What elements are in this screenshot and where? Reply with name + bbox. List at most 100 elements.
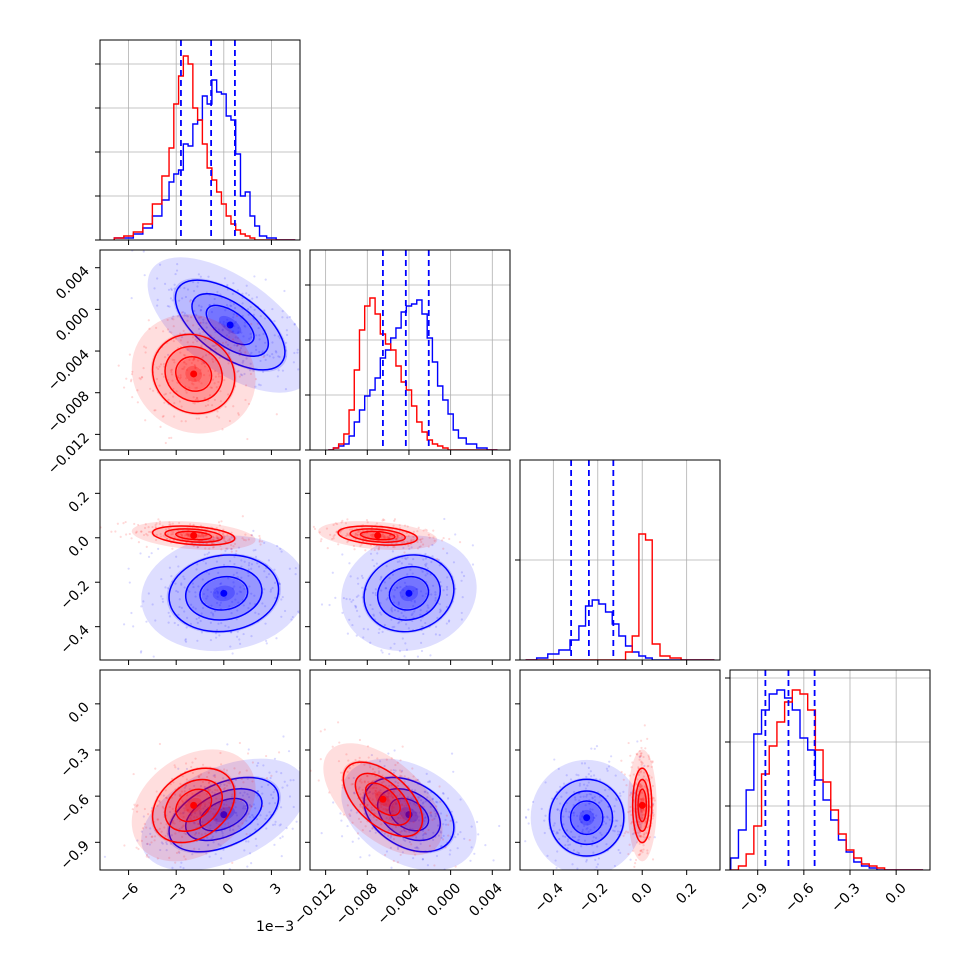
scatter-point-red bbox=[164, 789, 167, 792]
scatter-point-red bbox=[393, 786, 396, 789]
scatter-point-blue bbox=[350, 600, 353, 603]
scatter-point-red bbox=[639, 785, 642, 788]
scatter-point-blue bbox=[271, 586, 274, 590]
scatter-point-blue bbox=[257, 383, 261, 386]
scatter-point-blue bbox=[402, 838, 405, 841]
scatter-point-blue bbox=[264, 341, 267, 344]
scatter-point-red bbox=[387, 808, 390, 811]
scatter-point-red bbox=[211, 538, 214, 542]
scatter-point-blue bbox=[209, 824, 212, 827]
scatter-point-blue bbox=[339, 397, 341, 399]
x-tick-label: −0.012 bbox=[291, 880, 339, 928]
scatter-point-blue bbox=[610, 900, 612, 902]
scatter-point-red bbox=[390, 757, 393, 760]
scatter-point-blue bbox=[588, 802, 591, 805]
scatter-point-red bbox=[214, 375, 217, 378]
scatter-point-blue bbox=[390, 608, 393, 611]
scatter-point-blue bbox=[239, 347, 243, 350]
scatter-point-blue bbox=[429, 654, 432, 657]
scatter-point-blue bbox=[243, 587, 246, 591]
scatter-point-blue bbox=[592, 774, 596, 777]
scatter-point-blue bbox=[213, 774, 216, 777]
scatter-point-blue bbox=[210, 310, 214, 314]
scatter-point-red bbox=[382, 780, 385, 783]
scatter-point-red bbox=[350, 783, 353, 786]
scatter-point-red bbox=[381, 532, 385, 536]
scatter-point-red bbox=[141, 827, 145, 830]
scatter-point-blue bbox=[301, 353, 303, 355]
scatter-point-red bbox=[402, 808, 405, 811]
scatter-point-blue bbox=[405, 648, 409, 651]
scatter-point-red bbox=[218, 524, 221, 527]
scatter-point-blue bbox=[103, 855, 107, 858]
scatter-point-red bbox=[200, 382, 203, 385]
scatter-point-blue bbox=[411, 612, 414, 615]
scatter-point-blue bbox=[614, 824, 618, 828]
scatter-point-blue bbox=[393, 749, 396, 752]
scatter-point-red bbox=[193, 363, 196, 367]
scatter-point-red bbox=[641, 791, 644, 795]
scatter-point-red bbox=[193, 847, 196, 850]
scatter-point-blue bbox=[402, 546, 405, 550]
scatter-point-blue bbox=[608, 760, 611, 763]
scatter-point-red bbox=[359, 778, 362, 781]
scatter-point-red bbox=[155, 366, 158, 369]
scatter-point-red bbox=[210, 542, 214, 545]
scatter-point-red bbox=[170, 368, 174, 371]
scatter-point-blue bbox=[401, 637, 404, 640]
scatter-point-blue bbox=[357, 582, 360, 585]
scatter-point-red bbox=[228, 336, 231, 339]
scatter-point-blue bbox=[218, 634, 221, 637]
scatter-point-blue bbox=[273, 843, 276, 846]
scatter-point-blue bbox=[352, 776, 355, 780]
scatter-point-blue bbox=[579, 795, 582, 798]
scatter-point-red bbox=[646, 765, 649, 768]
scatter-point-red bbox=[366, 775, 369, 778]
scatter-point-red bbox=[391, 775, 394, 778]
scatter-point-blue bbox=[215, 636, 218, 639]
scatter-point-blue bbox=[439, 873, 441, 875]
scatter-point-red bbox=[630, 813, 633, 817]
scatter-point-red bbox=[438, 785, 441, 788]
scatter-point-red bbox=[392, 803, 395, 806]
scatter-point-blue bbox=[292, 778, 295, 782]
scatter-point-blue bbox=[425, 592, 428, 595]
scatter-point-blue bbox=[484, 844, 487, 847]
scatter-point-blue bbox=[235, 635, 239, 638]
scatter-point-blue bbox=[414, 846, 417, 850]
scatter-point-blue bbox=[368, 814, 372, 817]
scatter-point-blue bbox=[580, 821, 584, 824]
scatter-point-blue bbox=[421, 834, 425, 837]
scatter-point-blue bbox=[434, 664, 436, 666]
scatter-point-red bbox=[212, 328, 215, 331]
scatter-point-blue bbox=[342, 596, 345, 600]
scatter-point-blue bbox=[425, 772, 428, 775]
scatter-point-blue bbox=[254, 611, 257, 614]
scatter-point-red bbox=[220, 553, 223, 556]
panel-content bbox=[310, 250, 510, 450]
scatter-point-blue bbox=[455, 821, 458, 824]
scatter-point-blue bbox=[267, 783, 270, 786]
scatter-point-red bbox=[207, 369, 210, 373]
scatter-point-blue bbox=[418, 811, 422, 814]
scatter-point-red bbox=[204, 547, 207, 550]
scatter-point-red bbox=[441, 539, 444, 542]
scatter-point-blue bbox=[450, 819, 453, 822]
scatter-point-red bbox=[144, 523, 147, 526]
scatter-point-blue bbox=[605, 843, 608, 846]
scatter-point-red bbox=[186, 808, 189, 812]
scatter-point-blue bbox=[221, 832, 224, 835]
scatter-point-red bbox=[207, 796, 210, 800]
scatter-point-blue bbox=[250, 635, 253, 638]
scatter-point-red bbox=[445, 814, 448, 817]
scatter-point-blue bbox=[232, 581, 235, 584]
scatter-point-blue bbox=[295, 820, 298, 823]
x-tick-label: 0.0 bbox=[883, 880, 910, 907]
scatter-point-blue bbox=[619, 794, 622, 797]
scatter-point-red bbox=[170, 533, 173, 536]
scatter-point-red bbox=[145, 826, 148, 829]
scatter-point-red bbox=[137, 847, 140, 851]
scatter-point-red bbox=[399, 775, 402, 778]
scatter-point-blue bbox=[348, 562, 351, 565]
scatter-point-red bbox=[227, 822, 230, 825]
